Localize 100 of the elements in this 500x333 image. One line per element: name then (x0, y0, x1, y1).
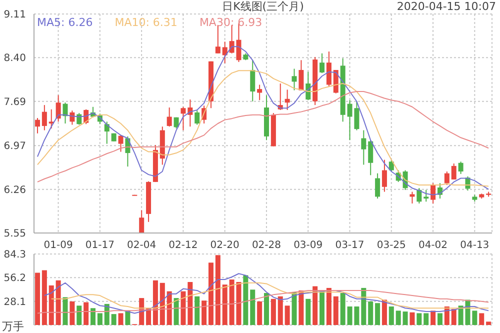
bar (70, 301, 75, 325)
text: MA30: 6.93 (199, 16, 262, 29)
bar (202, 300, 207, 325)
candlestick (458, 161, 464, 174)
y-tick-label: 56.2 (4, 273, 26, 284)
bar (56, 280, 61, 325)
candlestick (35, 117, 40, 134)
candlestick (166, 107, 172, 128)
line-series (36, 91, 490, 182)
bar (84, 302, 89, 325)
x-tick-label: 01-17 (85, 240, 114, 252)
bar (264, 292, 269, 325)
bar (188, 282, 193, 325)
x-tick-label: 03-09 (294, 240, 323, 252)
bar (278, 296, 283, 325)
bar (361, 288, 366, 325)
candlestick (222, 41, 228, 64)
candlestick (424, 189, 429, 202)
candlestick (284, 89, 290, 110)
bar (270, 298, 276, 325)
bar (180, 291, 186, 325)
bar (472, 310, 478, 325)
candlestick (292, 68, 297, 91)
bar (402, 312, 408, 325)
x-tick-label: 04-02 (418, 240, 448, 252)
text: 2020-04-15 10:07 (396, 0, 496, 13)
y-tick-label: 84.3 (4, 250, 26, 261)
bar (284, 306, 290, 325)
candlestick (388, 159, 394, 172)
bar (222, 284, 228, 325)
x-tick-label: 02-28 (252, 240, 281, 252)
candlestick (56, 94, 61, 122)
x-tick-label: 02-12 (168, 240, 198, 252)
bar (326, 288, 332, 325)
bar (208, 262, 214, 325)
bar (368, 301, 374, 325)
bar (48, 285, 54, 325)
candlestick (382, 159, 387, 192)
bar (125, 310, 130, 325)
candlestick (361, 130, 366, 166)
bar (486, 322, 492, 325)
line-series (44, 273, 490, 314)
candlestick (320, 52, 325, 74)
bar (118, 313, 124, 325)
candlestick (298, 60, 304, 91)
bar (62, 297, 68, 325)
bar (194, 296, 200, 325)
bar (97, 313, 102, 325)
candlestick (451, 162, 456, 180)
text: MA5: 6.26 (37, 16, 93, 29)
candlestick (368, 140, 374, 176)
candlestick (180, 106, 186, 131)
bar (298, 290, 304, 325)
line-series (50, 282, 490, 309)
bar (375, 303, 380, 325)
x-tick-label: 01-09 (44, 240, 73, 252)
candlestick (42, 104, 47, 131)
text: MA10: 6.31 (114, 16, 178, 29)
y-tick-label: 7.69 (4, 96, 26, 108)
x-tick-label: 02-20 (210, 240, 240, 252)
bar (388, 306, 394, 325)
bar (437, 313, 442, 325)
bar (243, 275, 248, 325)
candlestick (410, 191, 415, 204)
bar (90, 308, 96, 325)
bar (410, 312, 415, 325)
bar (215, 255, 220, 325)
bar (152, 280, 158, 325)
bar (292, 292, 297, 325)
y-tick-label: 6.26 (4, 184, 26, 196)
bar (424, 313, 429, 325)
candlestick (257, 84, 262, 101)
bar (76, 306, 82, 325)
candlestick (139, 210, 144, 233)
bar (111, 314, 116, 325)
bar (312, 286, 318, 325)
bar (174, 298, 179, 325)
y-tick-label: 5.55 (4, 228, 26, 240)
x-tick-label: 04-13 (460, 240, 490, 252)
y-tick-label: 9.11 (4, 10, 26, 21)
candlestick (250, 60, 256, 102)
bar (257, 301, 262, 325)
bar (104, 304, 110, 325)
candlestick (375, 172, 380, 200)
y-tick-label: 8.40 (4, 53, 26, 64)
bar (416, 313, 422, 325)
bar (382, 300, 387, 325)
bar (250, 290, 256, 325)
x-tick-label: 02-04 (127, 240, 156, 252)
bar (306, 298, 311, 325)
bar (396, 310, 401, 325)
candlestick (430, 182, 436, 204)
y-tick-label: 28.1 (4, 296, 26, 308)
bar (42, 270, 47, 325)
bar (479, 313, 484, 325)
candlestick (326, 51, 332, 88)
bar (451, 309, 456, 325)
candlestick (444, 170, 450, 186)
candlestick (194, 110, 200, 126)
x-tick-label: 03-17 (335, 240, 364, 252)
